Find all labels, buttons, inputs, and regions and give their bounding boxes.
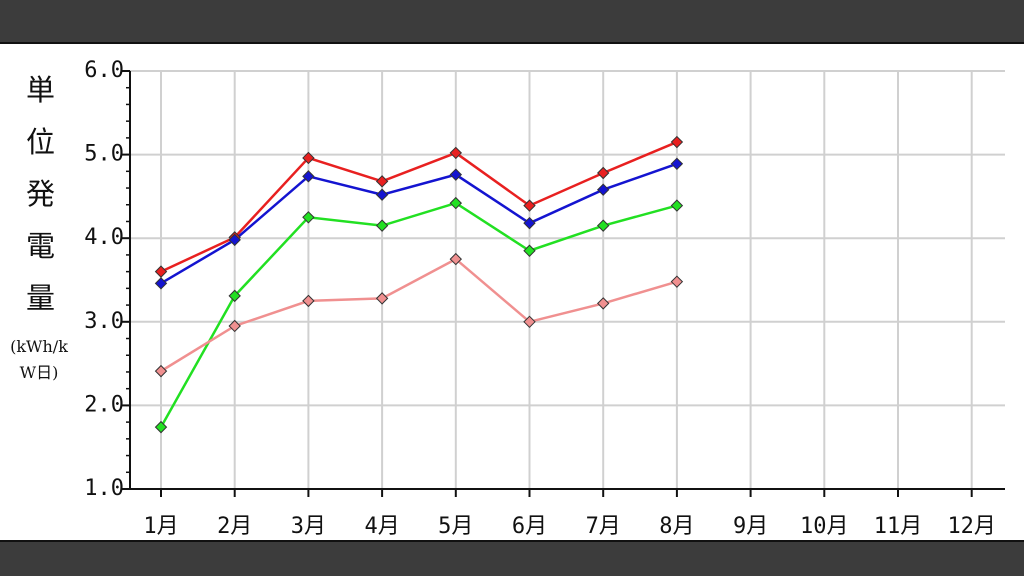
point-marker xyxy=(375,292,389,305)
point-marker xyxy=(154,420,168,434)
y-axis-label: 単位発電量 xyxy=(26,73,56,315)
point-marker xyxy=(670,199,684,212)
x-tick-label: 9月 xyxy=(733,514,768,539)
x-tick-label: 10月 xyxy=(800,514,849,539)
x-tick-label: 8月 xyxy=(659,514,694,539)
y-tick-label: 3.0 xyxy=(84,309,124,334)
point-marker xyxy=(670,275,684,288)
point-marker xyxy=(375,175,389,188)
point-marker xyxy=(228,233,241,247)
point-marker xyxy=(154,265,168,278)
x-tick-label: 6月 xyxy=(512,514,547,539)
point-marker xyxy=(228,319,241,333)
point-marker xyxy=(228,289,241,303)
point-marker xyxy=(302,170,315,183)
x-tick-label: 5月 xyxy=(438,514,473,539)
y-tick-label: 6.0 xyxy=(84,58,124,83)
point-marker xyxy=(375,219,389,232)
x-tick-label: 12月 xyxy=(947,514,996,539)
x-tick-label: 3月 xyxy=(291,514,326,539)
y-tick-label: 5.0 xyxy=(84,142,124,167)
point-marker xyxy=(449,146,463,160)
point-marker xyxy=(449,252,463,266)
x-tick-label: 7月 xyxy=(586,514,621,539)
point-marker xyxy=(596,183,610,196)
point-marker xyxy=(670,135,684,149)
series-line xyxy=(160,140,678,273)
point-marker xyxy=(523,199,536,212)
point-marker xyxy=(302,211,315,224)
point-marker xyxy=(154,277,168,290)
point-marker xyxy=(302,151,315,165)
point-marker xyxy=(596,219,610,232)
x-tick-label: 4月 xyxy=(364,514,399,539)
series-line xyxy=(160,162,678,285)
point-marker xyxy=(596,166,610,180)
point-marker xyxy=(596,297,610,310)
point-marker xyxy=(670,157,684,171)
point-marker xyxy=(449,168,463,181)
x-tick-label: 2月 xyxy=(217,514,252,539)
chart-frame xyxy=(0,42,1024,542)
y-tick-label: 4.0 xyxy=(84,225,124,250)
point-marker xyxy=(449,196,463,210)
x-tick-label: 1月 xyxy=(143,514,178,539)
y-tick-label: 1.0 xyxy=(84,476,124,501)
point-marker xyxy=(523,315,536,329)
y-tick-label: 2.0 xyxy=(84,392,124,417)
series-line xyxy=(160,257,678,373)
point-marker xyxy=(523,216,536,230)
y-axis-unit: (kWh/kW日) xyxy=(10,337,68,382)
point-marker xyxy=(302,294,315,308)
point-marker xyxy=(375,188,389,201)
x-tick-label: 11月 xyxy=(874,514,923,539)
series-line xyxy=(159,201,678,428)
point-marker xyxy=(523,244,536,257)
point-marker xyxy=(154,364,168,378)
